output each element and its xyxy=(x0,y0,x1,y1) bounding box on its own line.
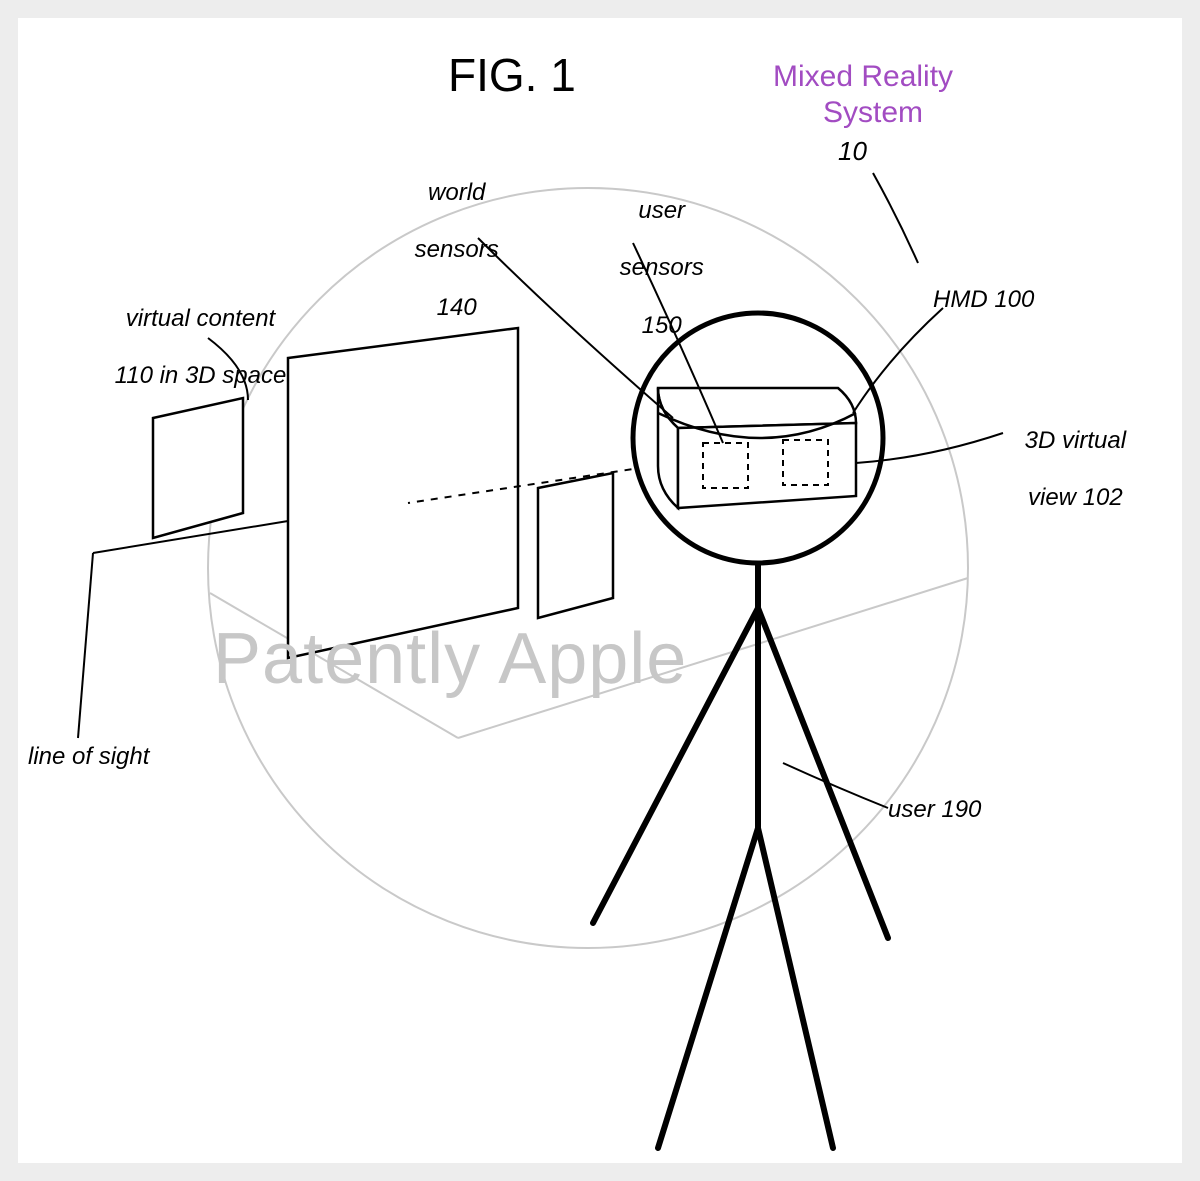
hmd-box xyxy=(658,388,856,508)
t: virtual content xyxy=(126,305,275,332)
t: 140 xyxy=(437,294,477,321)
lead-system-10 xyxy=(873,173,918,263)
label-hmd: HMD 100 xyxy=(933,286,1034,315)
label-line-of-sight: line of sight xyxy=(28,743,149,772)
label-world-sensors: world sensors 140 xyxy=(388,150,499,352)
user-arm-right xyxy=(758,608,888,938)
user-leg-left xyxy=(658,828,758,1148)
figure-subtitle-2: System xyxy=(823,96,923,130)
label-virtual-content: virtual content 110 in 3D space xyxy=(88,276,286,420)
figure-title: FIG. 1 xyxy=(448,48,576,102)
figure-page: FIG. 1 Mixed Reality System 10 world sen… xyxy=(18,18,1182,1163)
t: 150 xyxy=(642,312,682,339)
watermark: Patently Apple xyxy=(213,618,687,700)
label-user-sensors: user sensors 150 xyxy=(593,168,704,370)
label-user: user 190 xyxy=(888,796,981,825)
figure-subtitle-1: Mixed Reality xyxy=(773,60,953,94)
t: sensors xyxy=(415,236,499,263)
virtual-pane-right xyxy=(538,473,613,618)
t: world xyxy=(428,179,485,206)
t: 3D virtual xyxy=(1025,427,1126,454)
user-leg-right xyxy=(758,828,833,1148)
t: 110 in 3D space xyxy=(115,362,287,389)
t: user xyxy=(638,197,685,224)
virtual-pane-center xyxy=(288,328,518,658)
label-virtual-view: 3D virtual view 102 xyxy=(998,398,1126,542)
t: sensors xyxy=(620,254,704,281)
line-of-sight-lead xyxy=(78,553,93,738)
t: view 102 xyxy=(1028,484,1123,511)
system-ref: 10 xyxy=(838,136,867,167)
